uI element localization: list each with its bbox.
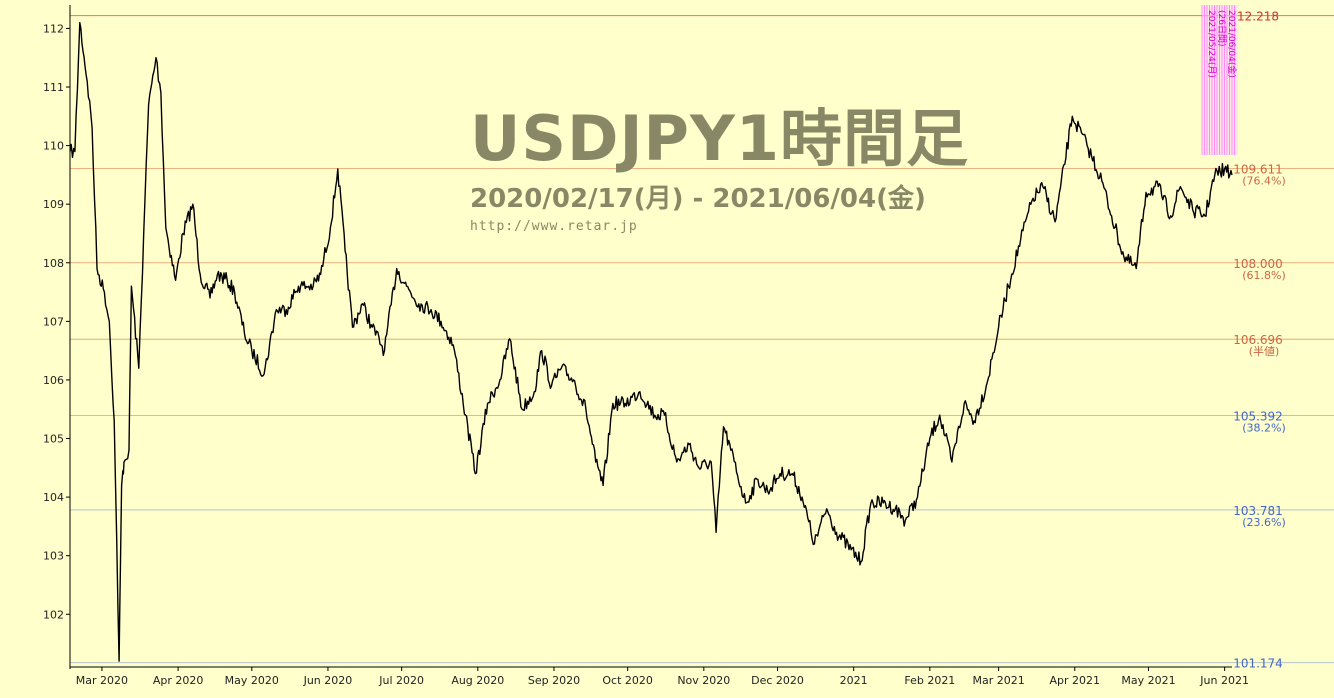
x-tick-label: Apr 2021 bbox=[1050, 674, 1101, 687]
y-tick-label: 108 bbox=[43, 257, 64, 270]
x-tick-label: Oct 2020 bbox=[602, 674, 653, 687]
x-tick-label: Aug 2020 bbox=[451, 674, 504, 687]
price-layer bbox=[69, 21, 1233, 662]
reference-value-label: 109.611 bbox=[1233, 162, 1283, 176]
title-block: USDJPY1時間足 2020/02/17(月) - 2021/06/04(金)… bbox=[470, 102, 969, 234]
event-label: 2021/05/24(月) bbox=[1206, 10, 1217, 78]
x-tick-label: Jul 2020 bbox=[378, 674, 424, 687]
price-series-line bbox=[69, 21, 1233, 662]
y-tick-label: 106 bbox=[43, 374, 64, 387]
x-tick-label: Feb 2021 bbox=[904, 674, 955, 687]
x-tick-label: Jun 2021 bbox=[1199, 674, 1249, 687]
x-tick-label: Nov 2020 bbox=[677, 674, 730, 687]
fib-labels: 12.218 109.611(76.4%) 108.000(61.8%) 106.69… bbox=[1233, 10, 1286, 671]
axes: 102 103 104 105 106 107 108 109 110 111 112 Mar 202… bbox=[43, 5, 1249, 687]
y-tick-label: 112 bbox=[43, 22, 64, 35]
y-tick-label: 110 bbox=[43, 140, 64, 153]
y-tick-label: 105 bbox=[43, 433, 64, 446]
x-tick-label: Mar 2021 bbox=[972, 674, 1024, 687]
reference-pct-label: (76.4%) bbox=[1242, 174, 1286, 187]
y-tick-label: 109 bbox=[43, 198, 64, 211]
chart-title: USDJPY1時間足 bbox=[470, 102, 969, 175]
x-tick-label: Dec 2020 bbox=[751, 674, 804, 687]
y-tick-label: 107 bbox=[43, 315, 64, 328]
y-tick-label: 104 bbox=[43, 491, 64, 504]
reference-value-label: 101.174 bbox=[1233, 657, 1283, 671]
event-band: 2021/05/24(月) (26日間) 2021/06/04(金) bbox=[1201, 5, 1238, 155]
reference-pct-label: (38.2%) bbox=[1242, 422, 1286, 435]
x-tick-label: Mar 2020 bbox=[76, 674, 128, 687]
reference-value-label: 105.392 bbox=[1233, 410, 1283, 424]
reference-value-label: 103.781 bbox=[1233, 504, 1283, 518]
reference-pct-label: (61.8%) bbox=[1242, 269, 1286, 282]
x-tick-label: May 2021 bbox=[1121, 674, 1175, 687]
fib-lines bbox=[70, 15, 1334, 664]
event-label: (26日間) bbox=[1216, 10, 1227, 46]
x-tick-label: Sep 2020 bbox=[528, 674, 580, 687]
y-tick-label: 102 bbox=[43, 608, 64, 621]
y-tick-label: 111 bbox=[43, 81, 64, 94]
reference-pct-label: (23.6%) bbox=[1242, 516, 1286, 529]
reference-pct-label: (半値) bbox=[1249, 344, 1280, 358]
x-tick-label: May 2020 bbox=[225, 674, 279, 687]
reference-value-label: 106.696 bbox=[1233, 333, 1283, 347]
chart-period: 2020/02/17(月) - 2021/06/04(金) bbox=[470, 183, 926, 214]
reference-value-label: 108.000 bbox=[1233, 257, 1283, 271]
reference-value-label: 12.218 bbox=[1237, 10, 1279, 24]
x-tick-label: Apr 2020 bbox=[153, 674, 204, 687]
x-tick-label: Jun 2020 bbox=[303, 674, 353, 687]
event-label: 2021/06/04(金) bbox=[1226, 10, 1238, 78]
y-tick-label: 103 bbox=[43, 550, 64, 563]
chart-url: http://www.retar.jp bbox=[470, 219, 638, 234]
x-tick-label: 2021 bbox=[840, 674, 868, 687]
